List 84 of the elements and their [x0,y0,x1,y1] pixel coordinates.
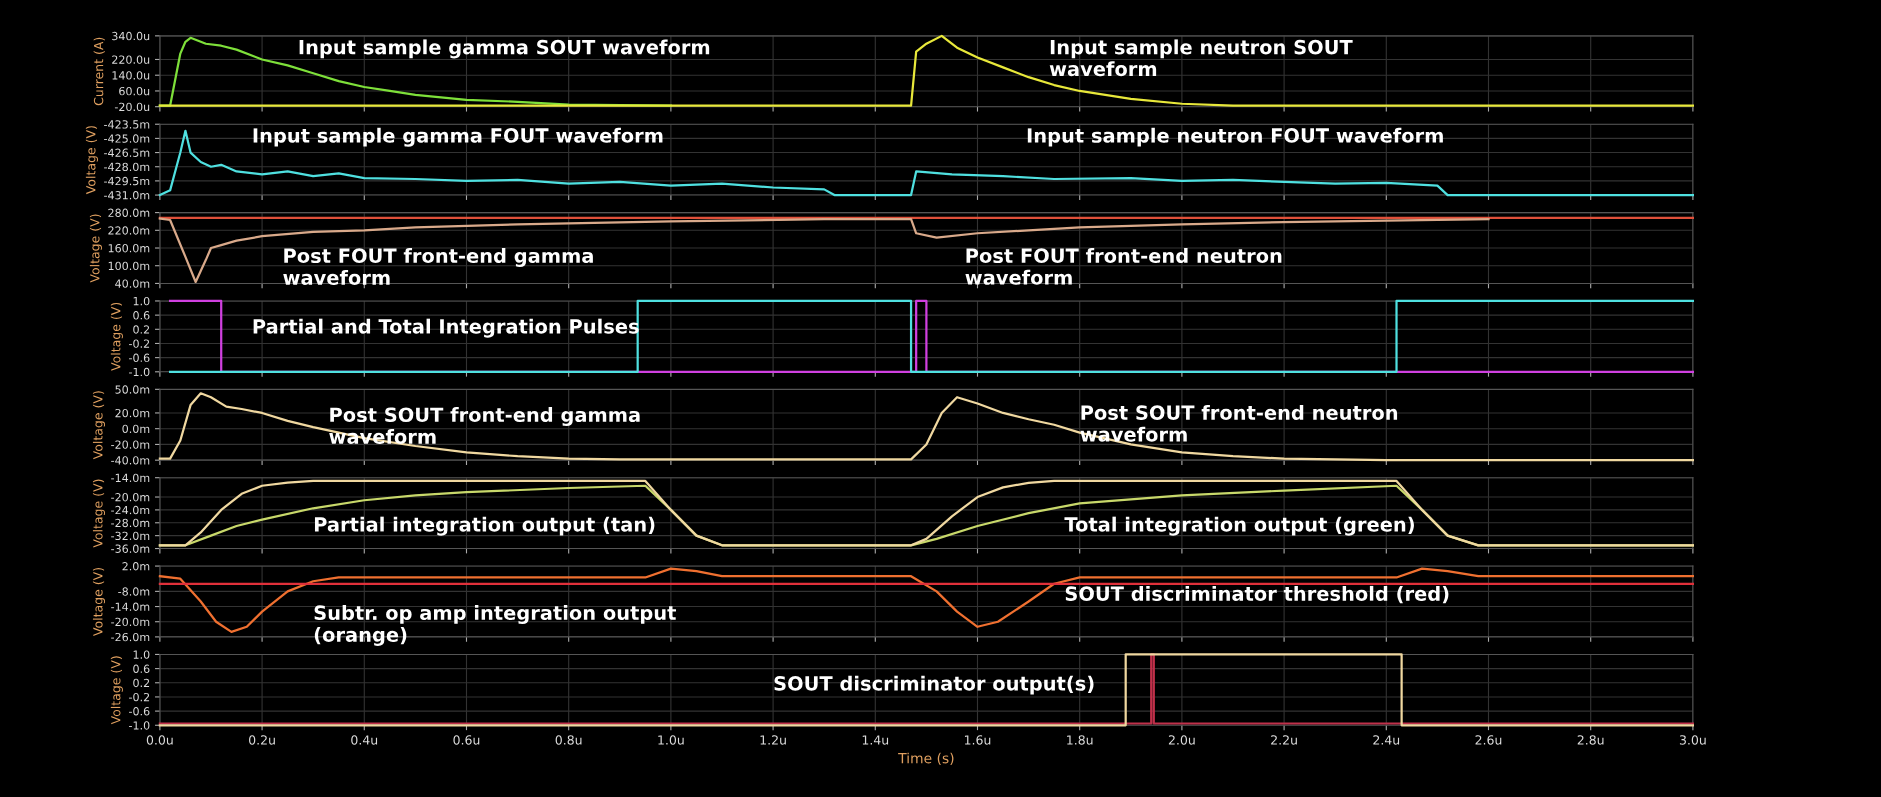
y-tick-label: 60.0u [119,86,150,96]
y-tick-label: -431.0m [104,191,150,200]
x-tick-label: 0.4u [351,735,378,745]
y-tick-label: 20.0m [115,408,150,418]
y-tick-label: -8.0m [118,587,150,596]
x-tick-label: 1.8u [1067,735,1093,745]
y-tick-label: 280.0m [108,208,150,217]
y-axis-title: Voltage (V) [85,126,98,195]
x-tick-label: 0.0u [146,735,173,745]
x-tick-label: 0.6u [453,735,480,745]
y-tick-label: -425.0m [104,134,150,143]
y-tick-label: 100.0m [108,261,150,271]
y-tick-label: -0.2 [129,692,150,702]
x-axis-title: Time (s) [898,752,954,766]
annotation: Input sample gamma SOUT waveform [299,39,710,59]
y-tick-label: 0.0m [122,424,150,434]
x-tick-label: 1.2u [760,735,786,745]
y-tick-label: -0.2 [129,339,150,348]
annotation: Post SOUT front-end neutron waveform [1080,404,1398,442]
y-tick-label: 220.0m [108,226,150,235]
y-tick-label: 1.0 [133,650,150,659]
y-tick-label: -1.0 [129,367,150,377]
y-tick-label: -36.0m [111,544,150,553]
annotation: Subtr. op amp integration output (orange) [314,605,676,646]
annotation: Total integration output (green) [1064,516,1414,536]
y-axis-title: Voltage (V) [89,214,102,283]
annotation: Input sample neutron FOUT waveform [1027,127,1443,147]
annotation: SOUT discriminator threshold (red) [1065,585,1449,604]
x-tick-label: 2.6u [1475,735,1502,745]
y-axis-title: Voltage (V) [92,567,106,636]
annotation: SOUT discriminator output(s) [774,675,1094,695]
y-tick-label: -20.0u [114,102,150,112]
y-tick-label: -26.0m [111,632,150,642]
y-tick-label: -426.5m [104,148,150,157]
x-tick-label: 0.2u [249,735,275,745]
y-tick-label: -24.0m [111,505,150,515]
y-tick-label: -429.5m [104,176,150,186]
y-axis-title: Voltage (V) [110,302,123,371]
x-tick-label: 1.4u [862,735,889,745]
x-tick-label: 1.6u [964,735,991,745]
y-tick-label: 50.0m [115,385,150,394]
y-tick-label: 40.0m [115,279,150,288]
annotation: Input sample neutron SOUT waveform [1049,39,1353,77]
y-tick-label: -1.0 [129,721,150,730]
y-tick-label: 0.6 [133,311,150,320]
y-tick-label: 160.0m [108,243,150,253]
annotation: Input sample gamma FOUT waveform [253,127,663,147]
line-series [158,392,1695,462]
y-tick-label: -423.5m [104,120,150,129]
x-tick-label: 0.8u [555,735,582,745]
y-axis-title: Voltage (V) [92,391,106,460]
annotation: Partial integration output (tan) [314,516,655,536]
y-tick-label: 0.2 [133,678,150,688]
y-tick-label: -32.0m [111,531,150,541]
y-tick-label: -20.0m [111,617,150,627]
y-axis-title: Voltage (V) [92,479,106,548]
y-tick-label: 0.6 [133,664,150,673]
x-tick-label: 2.0u [1168,735,1195,745]
y-tick-label: -28.0m [111,518,150,528]
y-tick-label: -428.0m [104,162,150,172]
x-tick-label: 3.0u [1679,735,1706,745]
annotation: Post FOUT front-end neutron waveform [965,248,1282,285]
y-axis-title: Current (A) [93,37,105,106]
line-series [158,217,1490,284]
y-tick-label: 140.0u [112,71,150,80]
y-tick-label: -14.0m [111,602,150,611]
y-tick-label: 1.0 [133,296,150,306]
y-tick-label: -0.6 [129,707,150,716]
y-tick-label: 340.0u [112,31,150,41]
annotation: Post FOUT front-end gamma waveform [283,248,593,285]
y-tick-label: -0.6 [129,353,150,363]
y-tick-label: 220.0u [112,55,150,64]
x-tick-label: 2.8u [1577,735,1604,745]
x-tick-label: 1.0u [658,735,684,745]
line-series [158,34,1695,107]
x-tick-label: 2.2u [1271,735,1297,745]
y-tick-label: -20.0m [111,440,150,449]
y-tick-label: -40.0m [111,456,150,465]
y-tick-label: -14.0m [111,473,150,483]
x-tick-label: 2.4u [1373,735,1400,745]
y-axis-title: Voltage (V) [110,656,123,725]
y-tick-label: 2.0m [122,562,150,571]
y-tick-label: -20.0m [111,492,150,502]
y-tick-label: 0.2 [133,325,150,334]
